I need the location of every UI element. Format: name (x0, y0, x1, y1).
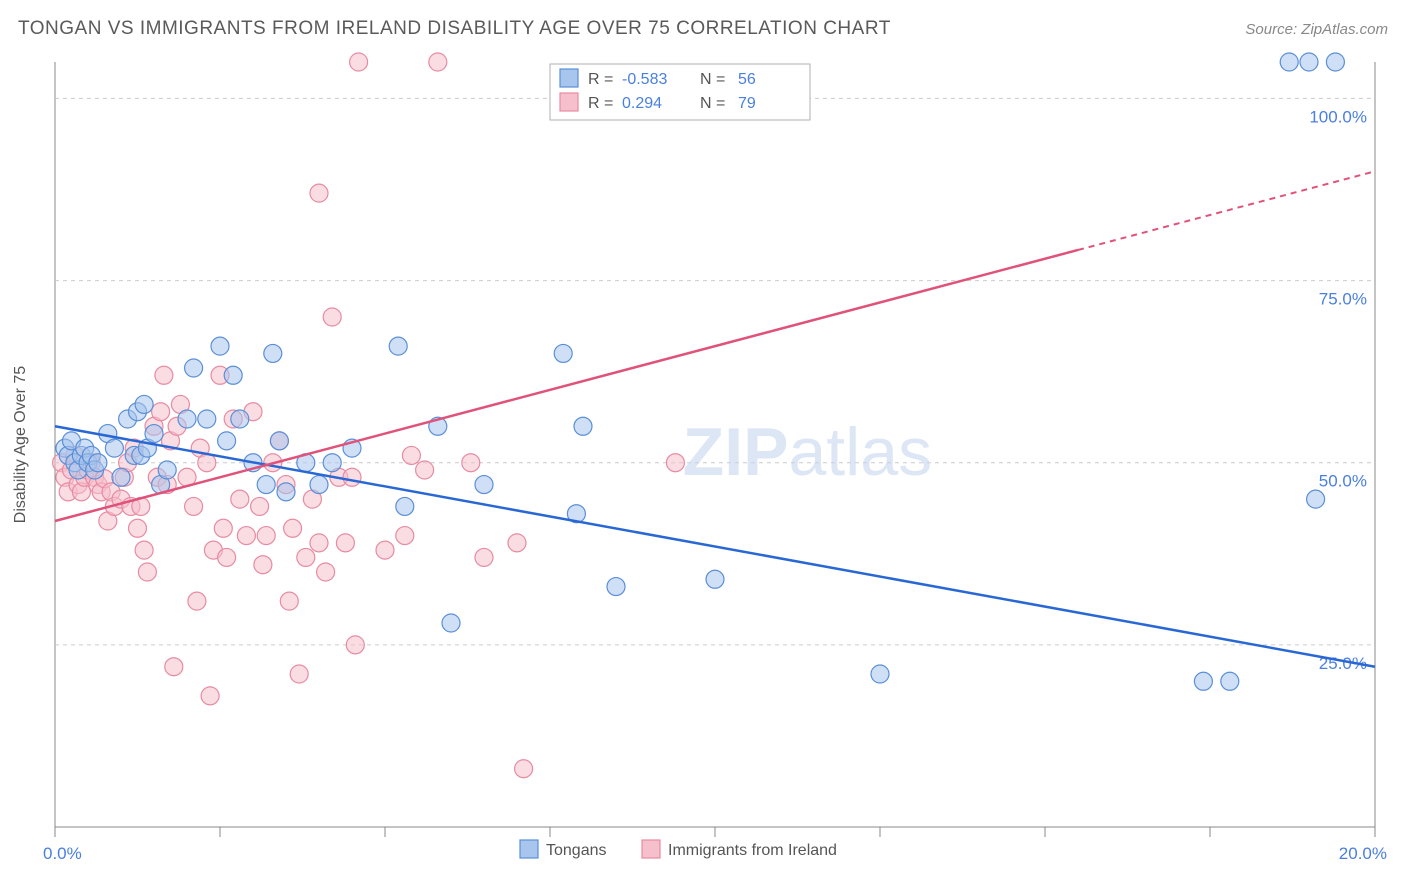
point-ireland (317, 563, 335, 581)
point-ireland (129, 519, 147, 537)
point-ireland (350, 53, 368, 71)
watermark: ZIPatlas (683, 414, 932, 490)
point-ireland (336, 534, 354, 552)
legend-r-value: 0.294 (622, 95, 662, 112)
point-ireland (284, 519, 302, 537)
point-ireland (198, 454, 216, 472)
point-tongan (257, 476, 275, 494)
point-ireland (280, 592, 298, 610)
legend-n-value: 56 (738, 71, 756, 88)
point-ireland (297, 548, 315, 566)
point-ireland (343, 468, 361, 486)
point-ireland (254, 556, 272, 574)
legend-n-label: N = (700, 95, 725, 112)
point-tongan (231, 410, 249, 428)
point-tongan (389, 337, 407, 355)
point-ireland (155, 366, 173, 384)
chart-title: TONGAN VS IMMIGRANTS FROM IRELAND DISABI… (18, 18, 891, 39)
point-ireland (396, 527, 414, 545)
point-ireland (323, 308, 341, 326)
bottom-legend-label: Tongans (546, 842, 607, 859)
bottom-legend-label: Immigrants from Ireland (668, 842, 837, 859)
y-axis-label: Disability Age Over 75 (12, 366, 29, 524)
point-ireland (515, 760, 533, 778)
x-min-label: 0.0% (43, 844, 82, 863)
point-tongan (224, 366, 242, 384)
point-ireland (402, 446, 420, 464)
chart-container: TONGAN VS IMMIGRANTS FROM IRELAND DISABI… (0, 0, 1406, 892)
point-ireland (416, 461, 434, 479)
point-tongan (396, 497, 414, 515)
point-tongan (442, 614, 460, 632)
point-ireland (666, 454, 684, 472)
bottom-legend-swatch (642, 840, 660, 858)
point-ireland (310, 184, 328, 202)
point-ireland (376, 541, 394, 559)
point-ireland (257, 527, 275, 545)
point-ireland (185, 497, 203, 515)
source-label: Source: ZipAtlas.com (1245, 21, 1388, 38)
point-tongan (158, 461, 176, 479)
point-ireland (251, 497, 269, 515)
y-grid-label: 100.0% (1309, 107, 1367, 126)
point-ireland (310, 534, 328, 552)
point-ireland (290, 665, 308, 683)
point-tongan (211, 337, 229, 355)
point-tongan (1221, 672, 1239, 690)
point-ireland (165, 658, 183, 676)
point-tongan (1300, 53, 1318, 71)
point-tongan (1326, 53, 1344, 71)
point-tongan (89, 454, 107, 472)
point-tongan (1194, 672, 1212, 690)
point-ireland (138, 563, 156, 581)
point-ireland (201, 687, 219, 705)
point-tongan (178, 410, 196, 428)
point-ireland (462, 454, 480, 472)
point-tongan (871, 665, 889, 683)
x-max-label: 20.0% (1339, 844, 1387, 863)
point-tongan (112, 468, 130, 486)
point-ireland (214, 519, 232, 537)
legend-r-label: R = (588, 95, 613, 112)
point-tongan (185, 359, 203, 377)
point-tongan (218, 432, 236, 450)
legend-swatch (560, 93, 578, 111)
legend-n-label: N = (700, 71, 725, 88)
point-ireland (429, 53, 447, 71)
legend-r-value: -0.583 (622, 71, 667, 88)
y-grid-label: 75.0% (1319, 290, 1367, 309)
point-ireland (152, 403, 170, 421)
point-ireland (508, 534, 526, 552)
legend-n-value: 79 (738, 95, 756, 112)
point-tongan (323, 454, 341, 472)
point-tongan (145, 425, 163, 443)
trendline-ireland-dashed (1078, 171, 1375, 250)
legend-swatch (560, 69, 578, 87)
legend-r-label: R = (588, 71, 613, 88)
point-tongan (264, 344, 282, 362)
bottom-legend-swatch (520, 840, 538, 858)
point-ireland (218, 548, 236, 566)
point-tongan (277, 483, 295, 501)
point-ireland (475, 548, 493, 566)
point-ireland (188, 592, 206, 610)
point-tongan (1307, 490, 1325, 508)
point-tongan (554, 344, 572, 362)
point-tongan (105, 439, 123, 457)
point-tongan (198, 410, 216, 428)
point-tongan (574, 417, 592, 435)
point-ireland (237, 527, 255, 545)
point-ireland (135, 541, 153, 559)
point-tongan (270, 432, 288, 450)
point-tongan (706, 570, 724, 588)
point-tongan (310, 476, 328, 494)
point-tongan (607, 578, 625, 596)
point-ireland (346, 636, 364, 654)
point-tongan (475, 476, 493, 494)
y-grid-label: 50.0% (1319, 472, 1367, 491)
point-ireland (231, 490, 249, 508)
scatter-chart: TONGAN VS IMMIGRANTS FROM IRELAND DISABI… (0, 0, 1406, 892)
point-tongan (1280, 53, 1298, 71)
point-tongan (135, 395, 153, 413)
